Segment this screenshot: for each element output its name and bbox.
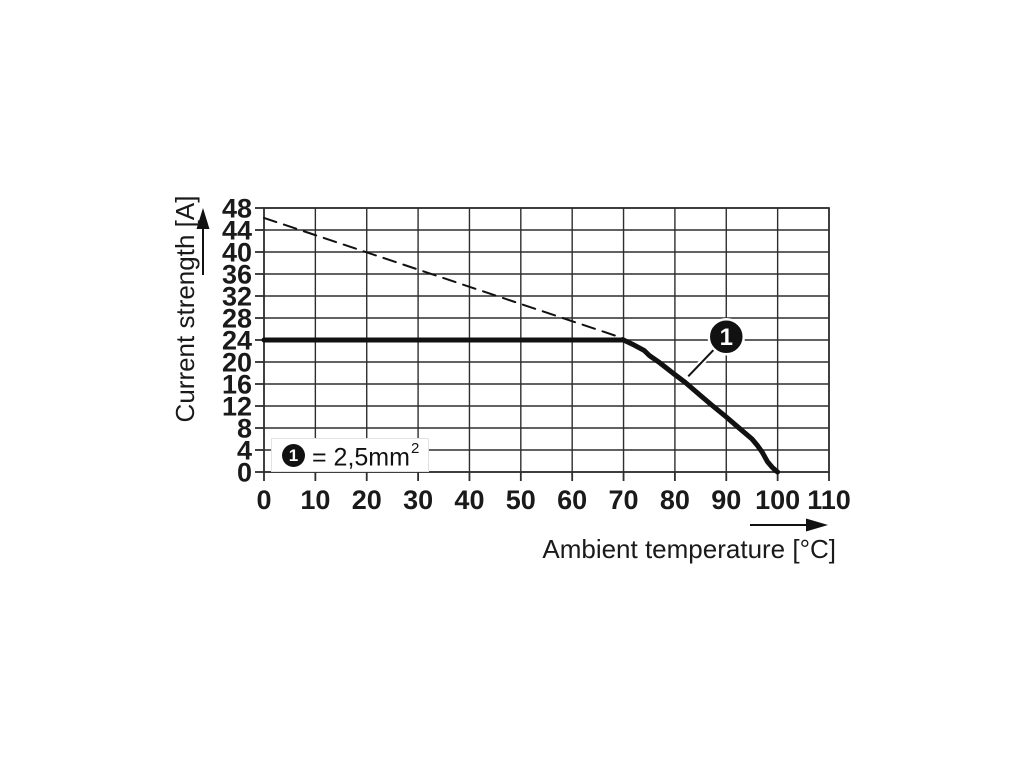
y-tick-label: 48 xyxy=(222,194,252,224)
y-axis-title: Current strength [A] xyxy=(170,195,200,423)
y-tick-label: 8 xyxy=(237,414,252,444)
reference-dashed-line xyxy=(263,216,625,340)
y-tick-label: 12 xyxy=(222,392,252,422)
x-tick-label: 80 xyxy=(660,485,690,515)
y-tick-label: 44 xyxy=(222,216,252,246)
legend-series-marker: 1 xyxy=(282,443,305,467)
x-tick-label: 70 xyxy=(609,485,639,515)
x-tick-label: 110 xyxy=(807,485,851,515)
y-tick-label: 0 xyxy=(237,458,252,488)
y-tick-label: 16 xyxy=(222,370,252,400)
legend-box: 1 = 2,5mm2 xyxy=(271,438,430,472)
x-tick-label: 90 xyxy=(711,485,741,515)
x-tick-label: 0 xyxy=(256,485,271,515)
x-tick-label: 10 xyxy=(300,485,330,515)
legend-label: = 2,5mm2 xyxy=(312,439,419,470)
y-tick-label: 32 xyxy=(222,282,252,312)
x-tick-label: 20 xyxy=(352,485,382,515)
y-tick-label: 24 xyxy=(222,326,252,356)
x-tick-label: 30 xyxy=(403,485,433,515)
y-tick-label: 20 xyxy=(222,348,252,378)
legend-label-text: = 2,5mm xyxy=(312,443,410,472)
x-tick-label: 60 xyxy=(557,485,587,515)
legend-superscript: 2 xyxy=(410,440,420,458)
x-axis-arrow-icon xyxy=(806,518,828,532)
y-tick-label: 28 xyxy=(222,304,252,334)
y-tick-label: 4 xyxy=(237,436,252,466)
callout-balloon xyxy=(707,317,746,356)
x-tick-label: 40 xyxy=(454,485,484,515)
y-tick-label: 36 xyxy=(222,260,252,290)
y-tick-label: 40 xyxy=(222,238,252,268)
derating-curve xyxy=(261,337,781,475)
x-tick-label: 50 xyxy=(506,485,536,515)
x-axis-title: Ambient temperature [°C] xyxy=(542,534,836,564)
x-tick-label: 100 xyxy=(755,485,800,515)
callout-label: 1 xyxy=(720,324,733,351)
y-axis-arrow-icon xyxy=(196,208,210,229)
